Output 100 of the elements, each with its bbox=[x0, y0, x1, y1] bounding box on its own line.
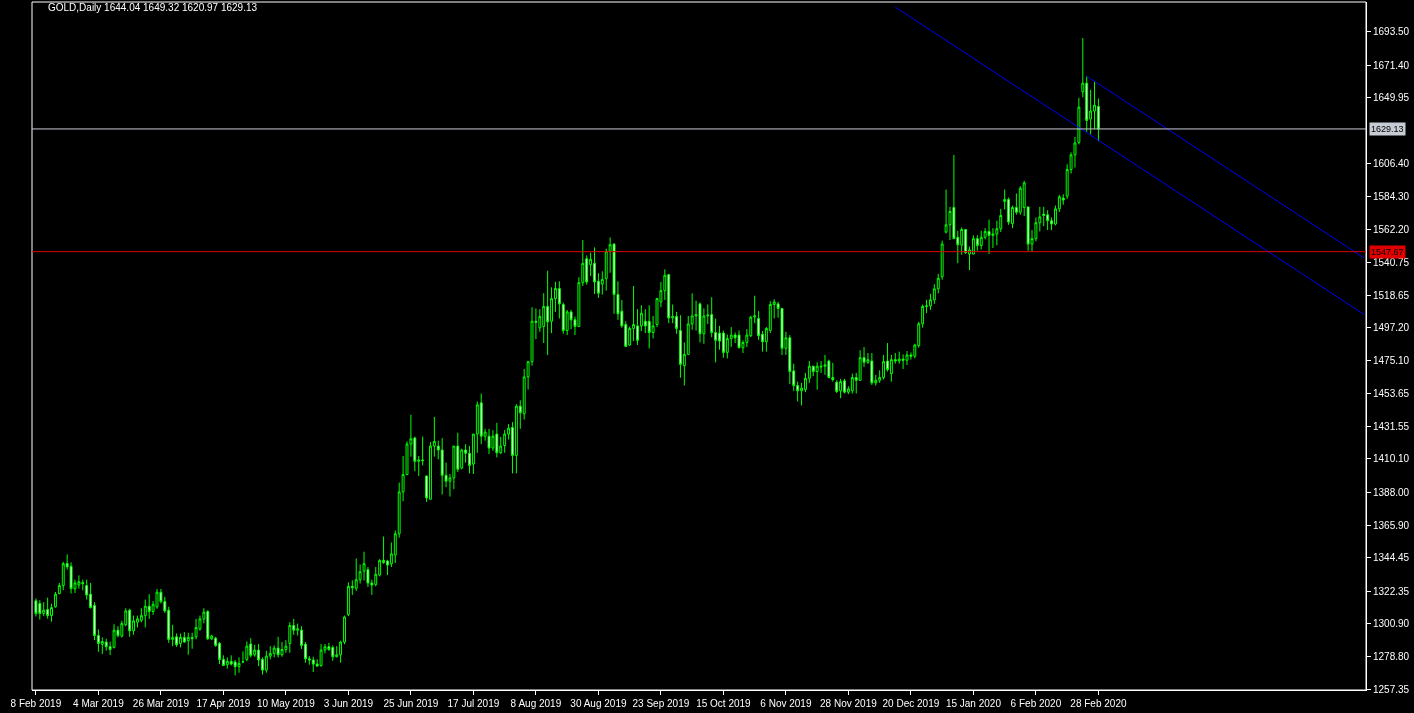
candlestick bbox=[593, 246, 596, 295]
y-tick-label: 1453.65 bbox=[1373, 387, 1410, 399]
y-tick-label: 1475.10 bbox=[1373, 355, 1410, 367]
candlestick bbox=[218, 641, 221, 665]
x-tick-label: 15 Jan 2020 bbox=[945, 698, 1002, 709]
candlestick bbox=[987, 219, 991, 255]
y-tick-label: 1431.55 bbox=[1373, 421, 1410, 433]
x-tick-label: 17 Jul 2019 bbox=[447, 698, 500, 709]
candlestick bbox=[206, 609, 210, 641]
candlestick bbox=[38, 599, 42, 620]
candlestick bbox=[104, 638, 108, 652]
y-tick-label: 1388.00 bbox=[1373, 486, 1410, 498]
candlestick bbox=[53, 591, 57, 609]
x-tick-label: 23 Sep 2019 bbox=[632, 698, 690, 709]
candlestick bbox=[319, 643, 323, 668]
x-tick-label: 25 Jun 2019 bbox=[383, 698, 439, 709]
candlestick bbox=[850, 373, 854, 395]
candlestick bbox=[827, 359, 831, 379]
candlestick bbox=[34, 597, 38, 617]
candlestick bbox=[835, 379, 839, 394]
y-tick-label: 1410.10 bbox=[1373, 453, 1410, 465]
candlestick bbox=[331, 644, 335, 662]
candlestick bbox=[831, 362, 835, 383]
candlestick bbox=[815, 361, 819, 391]
candlestick bbox=[280, 641, 284, 658]
x-tick-label: 15 Oct 2019 bbox=[696, 698, 752, 709]
candlestick bbox=[249, 637, 253, 658]
line-series bbox=[894, 6, 1365, 315]
candlestick bbox=[975, 234, 979, 252]
candlestick bbox=[440, 437, 444, 496]
candlestick bbox=[979, 230, 983, 250]
candlestick bbox=[487, 428, 491, 455]
candlestick bbox=[843, 378, 846, 395]
y-tick-label: 1649.95 bbox=[1373, 92, 1410, 104]
y-tick-label: 1584.30 bbox=[1373, 190, 1410, 202]
candlestick bbox=[495, 422, 499, 458]
candlestick bbox=[839, 378, 843, 399]
candlestick bbox=[721, 330, 725, 359]
candlestick bbox=[546, 270, 550, 356]
candlestick bbox=[667, 273, 671, 324]
y-tick-label: 1693.50 bbox=[1373, 26, 1410, 38]
y-tick-label: 1365.90 bbox=[1373, 519, 1410, 531]
x-tick-label: 28 Nov 2019 bbox=[820, 698, 878, 709]
x-tick-label: 30 Aug 2019 bbox=[570, 698, 627, 709]
y-tick-label: 1497.20 bbox=[1373, 322, 1410, 334]
candlestick bbox=[346, 581, 350, 617]
candlestick bbox=[46, 597, 50, 620]
candlestick bbox=[1046, 209, 1050, 231]
candlestick bbox=[77, 574, 81, 590]
y-tick-label: 1671.40 bbox=[1373, 59, 1410, 71]
y-tick-label: 1540.75 bbox=[1373, 256, 1410, 268]
x-tick-label: 10 May 2019 bbox=[257, 698, 316, 709]
candlestick bbox=[128, 608, 132, 638]
candlestick bbox=[178, 633, 182, 648]
candlestick bbox=[245, 640, 249, 662]
y-tick-label: 1518.65 bbox=[1373, 289, 1410, 301]
chart-title: GOLD,Daily 1644.04 1649.32 1620.97 1629.13 bbox=[48, 2, 258, 13]
y-tick-label: 1322.35 bbox=[1373, 585, 1410, 597]
candlestick bbox=[897, 351, 901, 365]
candlestick bbox=[311, 656, 315, 673]
candlestick bbox=[702, 307, 706, 345]
candlestick bbox=[698, 302, 702, 343]
candlestick bbox=[288, 621, 292, 654]
candlestick bbox=[186, 632, 190, 656]
y-tick-label: 1606.40 bbox=[1373, 157, 1410, 169]
x-tick-label: 4 Mar 2019 bbox=[73, 698, 125, 709]
candlestick bbox=[901, 353, 905, 370]
candlestick bbox=[1018, 185, 1022, 216]
x-tick-label: 28 Feb 2020 bbox=[1070, 698, 1127, 709]
x-tick-label: 17 Apr 2019 bbox=[196, 698, 251, 709]
y-tick-label: 1257.35 bbox=[1373, 683, 1410, 695]
candlestick bbox=[42, 601, 46, 617]
y-tick-label: 1562.20 bbox=[1373, 224, 1410, 236]
x-tick-label: 8 Feb 2019 bbox=[10, 698, 62, 709]
candlestick bbox=[276, 636, 280, 658]
x-tick-label: 20 Dec 2019 bbox=[882, 698, 940, 709]
candlestick bbox=[823, 354, 827, 376]
x-tick-label: 8 Aug 2019 bbox=[510, 698, 562, 709]
candlestick bbox=[81, 579, 85, 591]
y-tick-label: 1344.45 bbox=[1373, 552, 1410, 564]
candlestick bbox=[940, 240, 944, 281]
ref-line-label: 1547.67 bbox=[1371, 247, 1404, 257]
candlestick bbox=[647, 304, 651, 349]
candlestick bbox=[225, 656, 229, 670]
candlestick bbox=[233, 659, 237, 676]
x-tick-label: 26 Mar 2019 bbox=[132, 698, 190, 709]
x-tick-label: 6 Feb 2020 bbox=[1010, 698, 1062, 709]
line-series bbox=[1086, 75, 1365, 259]
candlestick bbox=[264, 650, 268, 674]
x-tick-label: 3 Jun 2019 bbox=[323, 698, 374, 709]
candlestick bbox=[737, 329, 741, 349]
candlestick bbox=[1042, 206, 1046, 227]
ref-line-label: 1629.13 bbox=[1371, 124, 1404, 134]
candlestick bbox=[354, 557, 358, 592]
candlestick bbox=[514, 403, 518, 474]
candlestick bbox=[870, 352, 874, 386]
candlestick bbox=[905, 350, 909, 366]
candlestick bbox=[632, 285, 636, 342]
x-tick-label: 6 Nov 2019 bbox=[760, 698, 812, 709]
candlestick bbox=[600, 270, 604, 296]
